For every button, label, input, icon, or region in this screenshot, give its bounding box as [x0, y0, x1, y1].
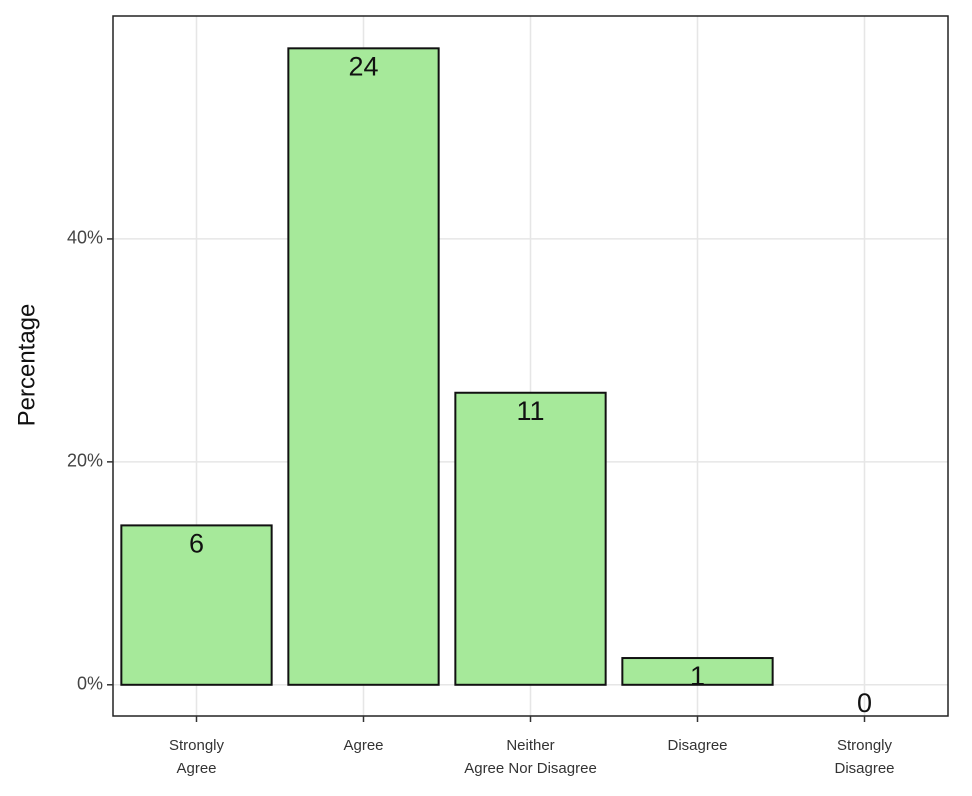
bar — [287, 47, 440, 686]
x-tick-label: Strongly — [837, 737, 893, 754]
data-label: 1 — [690, 661, 705, 691]
y-tick-label: 20% — [67, 451, 103, 471]
x-tick-label: Disagree — [667, 737, 727, 754]
x-tick-label: Disagree — [834, 760, 894, 777]
data-label: 0 — [857, 688, 872, 718]
y-tick-label: 40% — [67, 228, 103, 248]
x-tick-label: Strongly — [169, 737, 225, 754]
marks — [120, 47, 774, 686]
x-tick-label: Neither — [506, 737, 554, 754]
y-axis-title: Percentage — [13, 304, 40, 427]
x-tick-label: Agree — [176, 760, 216, 777]
bar — [454, 391, 607, 686]
x-tick-label: Agree — [343, 737, 383, 754]
y-tick-label: 0% — [77, 674, 103, 694]
bar — [621, 657, 774, 686]
x-tick-label: Agree Nor Disagree — [464, 760, 597, 777]
data-label: 11 — [516, 396, 544, 426]
bar — [120, 524, 273, 686]
data-label: 24 — [348, 51, 378, 81]
data-label: 6 — [189, 529, 204, 559]
